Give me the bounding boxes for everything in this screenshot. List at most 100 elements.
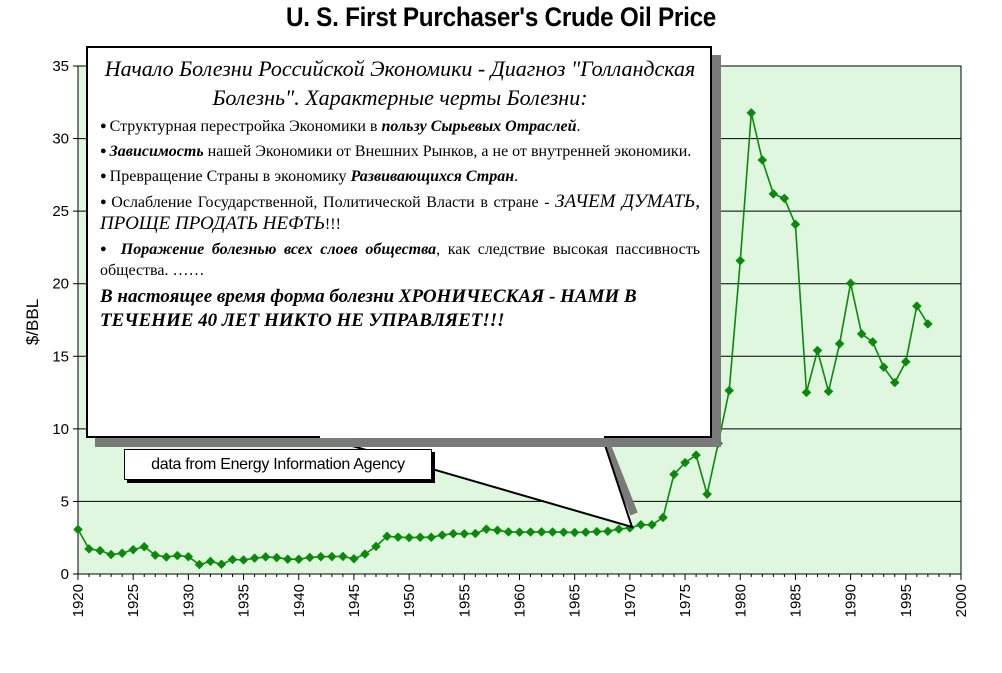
data-point bbox=[84, 544, 94, 554]
data-point bbox=[724, 385, 735, 396]
data-point bbox=[680, 457, 690, 468]
data-point bbox=[636, 519, 646, 530]
bullet-icon: ● bbox=[100, 170, 107, 182]
data-point bbox=[161, 552, 172, 562]
chart-title: U. S. First Purchaser's Crude Oil Price bbox=[285, 2, 717, 32]
bullet-icon: ● bbox=[100, 196, 109, 208]
data-point bbox=[415, 532, 426, 543]
data-point bbox=[393, 532, 403, 542]
data-point bbox=[503, 527, 514, 537]
data-point bbox=[525, 527, 536, 537]
data-point bbox=[801, 387, 812, 398]
callout-bullet: ● Поражение болезнью всех слоев общества… bbox=[100, 239, 700, 281]
data-point bbox=[713, 438, 724, 449]
data-point bbox=[867, 337, 878, 347]
data-point bbox=[591, 526, 602, 537]
data-point bbox=[327, 551, 337, 562]
data-point bbox=[492, 525, 503, 536]
x-tick-label: 1935 bbox=[236, 584, 253, 617]
data-point bbox=[823, 386, 834, 397]
x-tick-label: 1965 bbox=[567, 584, 584, 617]
data-point bbox=[746, 108, 757, 118]
data-point bbox=[602, 526, 613, 537]
data-point bbox=[216, 559, 227, 570]
data-point bbox=[911, 301, 922, 311]
bullet-icon: ● bbox=[100, 243, 111, 255]
data-point bbox=[878, 362, 889, 373]
bullet-text-end: . bbox=[576, 118, 581, 135]
x-tick-label: 1985 bbox=[787, 584, 804, 617]
x-tick-label: 1990 bbox=[843, 584, 860, 617]
bullet-emphasis: Зависимость bbox=[109, 143, 204, 160]
x-tick-label: 1980 bbox=[732, 584, 749, 617]
data-point bbox=[658, 512, 668, 523]
data-point bbox=[702, 489, 712, 500]
data-point bbox=[404, 532, 414, 543]
y-tick-label: 5 bbox=[61, 493, 69, 510]
data-point bbox=[205, 556, 216, 567]
data-point bbox=[845, 278, 856, 289]
y-tick-label: 35 bbox=[52, 58, 69, 75]
x-tick-label: 1930 bbox=[180, 584, 197, 617]
x-tick-label: 1955 bbox=[456, 584, 473, 617]
x-tick-label: 1920 bbox=[70, 584, 87, 617]
data-point bbox=[569, 527, 580, 538]
bullet-emphasis: Развивающихся Стран bbox=[350, 168, 515, 185]
source-note: data from Energy Information Agency bbox=[124, 449, 432, 480]
callout-pointer-join bbox=[320, 434, 604, 438]
data-point bbox=[382, 531, 392, 542]
y-tick-label: 10 bbox=[52, 421, 69, 438]
x-tick-label: 1975 bbox=[677, 584, 694, 617]
data-point bbox=[790, 219, 801, 230]
data-point bbox=[613, 524, 624, 535]
data-point bbox=[768, 189, 779, 199]
bullet-emphasis: пользу Сырьевых Отраслей bbox=[381, 118, 577, 135]
data-point bbox=[106, 549, 116, 560]
data-point bbox=[889, 377, 900, 388]
x-tick-label: 1970 bbox=[622, 584, 639, 617]
data-point bbox=[260, 552, 271, 562]
data-point bbox=[183, 551, 194, 562]
callout-bullet-list: ● Структурная перестройка Экономики в пол… bbox=[100, 116, 700, 281]
callout-pointer-shadow bbox=[600, 436, 638, 516]
data-point bbox=[558, 527, 569, 538]
data-point bbox=[349, 553, 359, 564]
bullet-emphasis: Поражение болезнью всех слоев общества bbox=[120, 241, 437, 258]
data-point bbox=[172, 550, 183, 561]
data-point bbox=[580, 527, 591, 538]
data-point bbox=[282, 554, 293, 565]
data-point bbox=[647, 519, 657, 530]
callout-box: Начало Болезни Российской Экономики - Ди… bbox=[86, 46, 712, 438]
bullet-emphasis: ЗАЧЕМ ДУМАТЬ, ПРОЩЕ ПРОДАТЬ НЕФТЬ bbox=[100, 191, 700, 234]
data-point bbox=[249, 553, 260, 564]
data-point bbox=[779, 193, 790, 204]
data-point bbox=[128, 544, 139, 555]
data-point bbox=[139, 541, 150, 552]
data-point bbox=[238, 555, 249, 565]
data-point bbox=[360, 549, 370, 559]
bullet-text: Превращение Страны в экономику bbox=[109, 168, 351, 185]
bullet-icon: ● bbox=[100, 120, 107, 132]
data-point bbox=[547, 527, 558, 537]
y-tick-label: 20 bbox=[52, 276, 69, 293]
axes: 0 5 10 15 20 25 30 35 1920 1925 1930 1935 1940 1945 19… bbox=[52, 58, 970, 617]
bullet-text: Ослабление Государственной, Политической… bbox=[111, 194, 556, 211]
data-point bbox=[437, 530, 448, 540]
y-axis-label: $/BBL bbox=[23, 299, 42, 345]
data-point bbox=[470, 528, 481, 539]
data-point bbox=[812, 345, 823, 356]
bullet-text bbox=[113, 241, 121, 258]
data-point bbox=[426, 532, 437, 543]
data-point bbox=[735, 255, 746, 266]
data-point bbox=[459, 528, 470, 539]
data-point bbox=[150, 550, 161, 560]
x-tick-label: 2000 bbox=[953, 584, 970, 617]
x-tick-label: 1945 bbox=[346, 584, 363, 617]
callout-footer: В настоящее время форма болезни ХРОНИЧЕС… bbox=[100, 286, 637, 331]
data-point bbox=[304, 552, 315, 563]
data-point bbox=[834, 338, 845, 349]
data-point bbox=[923, 319, 933, 329]
x-tick-label: 1950 bbox=[401, 584, 418, 617]
data-point bbox=[293, 554, 304, 565]
data-point bbox=[900, 356, 911, 367]
